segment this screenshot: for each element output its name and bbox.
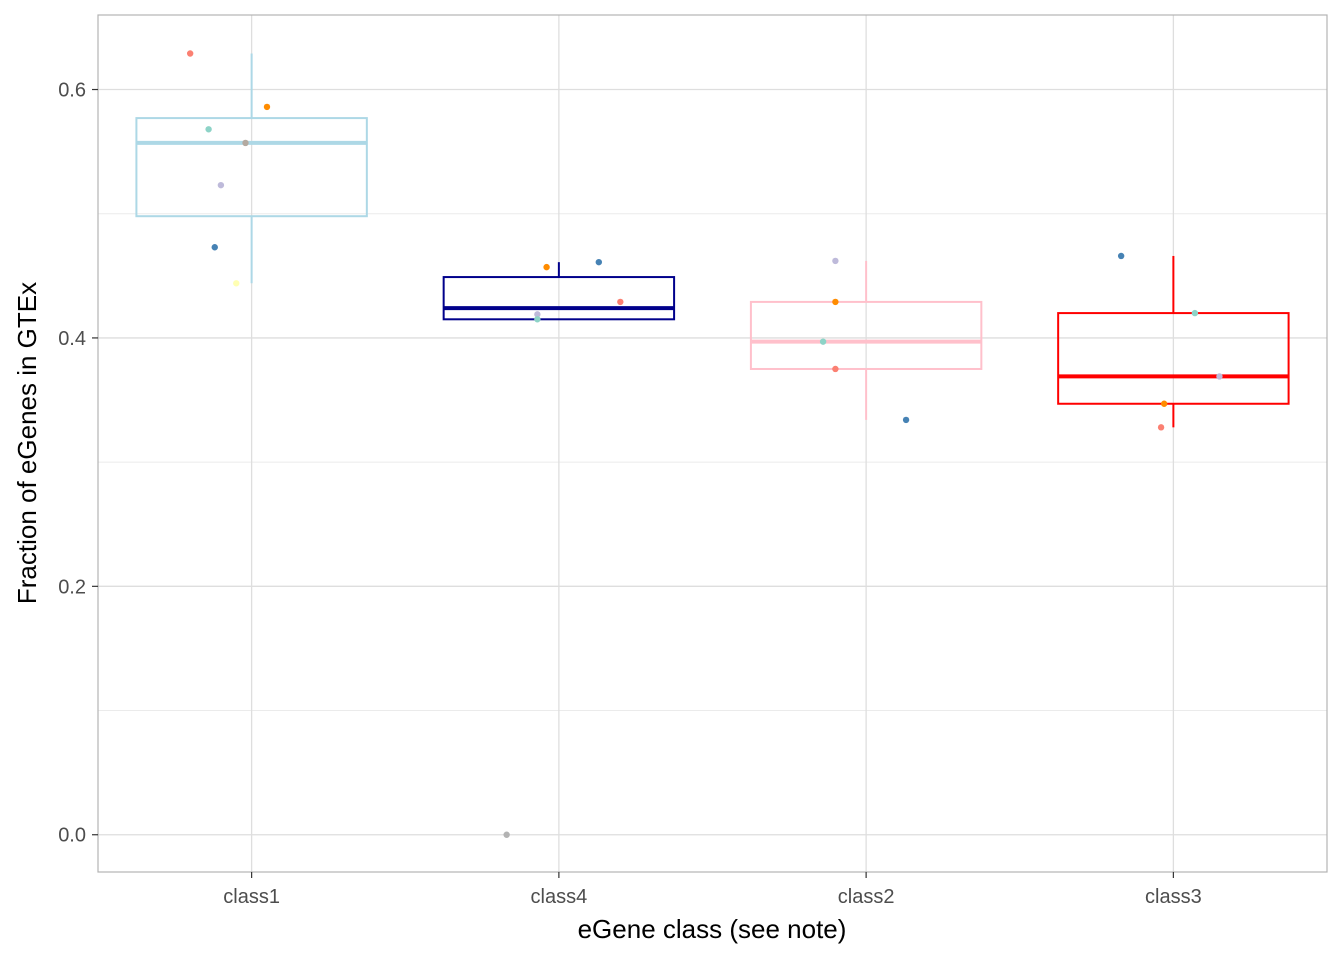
- data-point: [1117, 252, 1125, 260]
- data-point: [819, 338, 827, 345]
- x-tick-label: class4: [531, 886, 588, 908]
- point-layer: [186, 50, 1223, 838]
- box-body: [135, 117, 368, 218]
- box-class2: [749, 260, 983, 420]
- data-point: [186, 50, 194, 57]
- data-point: [233, 280, 240, 287]
- data-point: [534, 316, 541, 323]
- x-tick-label: class2: [838, 886, 895, 908]
- data-point: [1191, 309, 1199, 317]
- grid-layer: [98, 15, 1327, 872]
- x-tick-label: class1: [223, 886, 280, 908]
- y-axis-title: Fraction of eGenes in GTEx: [12, 282, 42, 604]
- y-tick-label: 0.4: [58, 328, 86, 350]
- data-point: [211, 244, 218, 251]
- data-point: [1216, 373, 1223, 380]
- data-point: [503, 831, 510, 838]
- y-tick-label: 0.6: [58, 80, 86, 102]
- box-body: [749, 300, 983, 370]
- box-body: [1057, 312, 1290, 405]
- data-point: [534, 311, 541, 318]
- data-point: [902, 416, 910, 424]
- axis-layer: 0.0 0.2 0.4 0.6 class1 class4 class2 class3: [58, 80, 1202, 908]
- data-point: [1160, 400, 1168, 407]
- x-axis-title: eGene class (see note): [578, 914, 847, 944]
- data-point: [617, 298, 624, 306]
- data-point: [217, 181, 225, 189]
- x-tick-label: class3: [1145, 886, 1202, 908]
- data-point: [595, 258, 603, 266]
- box-class1: [135, 53, 368, 284]
- box-class3: [1057, 255, 1290, 428]
- data-point: [205, 126, 212, 133]
- panel-border: [97, 14, 1328, 873]
- box-layer: [135, 53, 1290, 428]
- data-point: [1157, 424, 1165, 431]
- y-tick-label: 0.2: [58, 576, 86, 598]
- box-body: [442, 276, 676, 321]
- data-point: [263, 103, 271, 111]
- data-point: [543, 263, 550, 271]
- data-point: [242, 139, 249, 147]
- box-class4: [442, 262, 676, 321]
- data-point: [832, 257, 839, 265]
- y-tick-label: 0.0: [58, 825, 86, 847]
- data-point: [832, 365, 839, 373]
- data-point: [832, 298, 839, 306]
